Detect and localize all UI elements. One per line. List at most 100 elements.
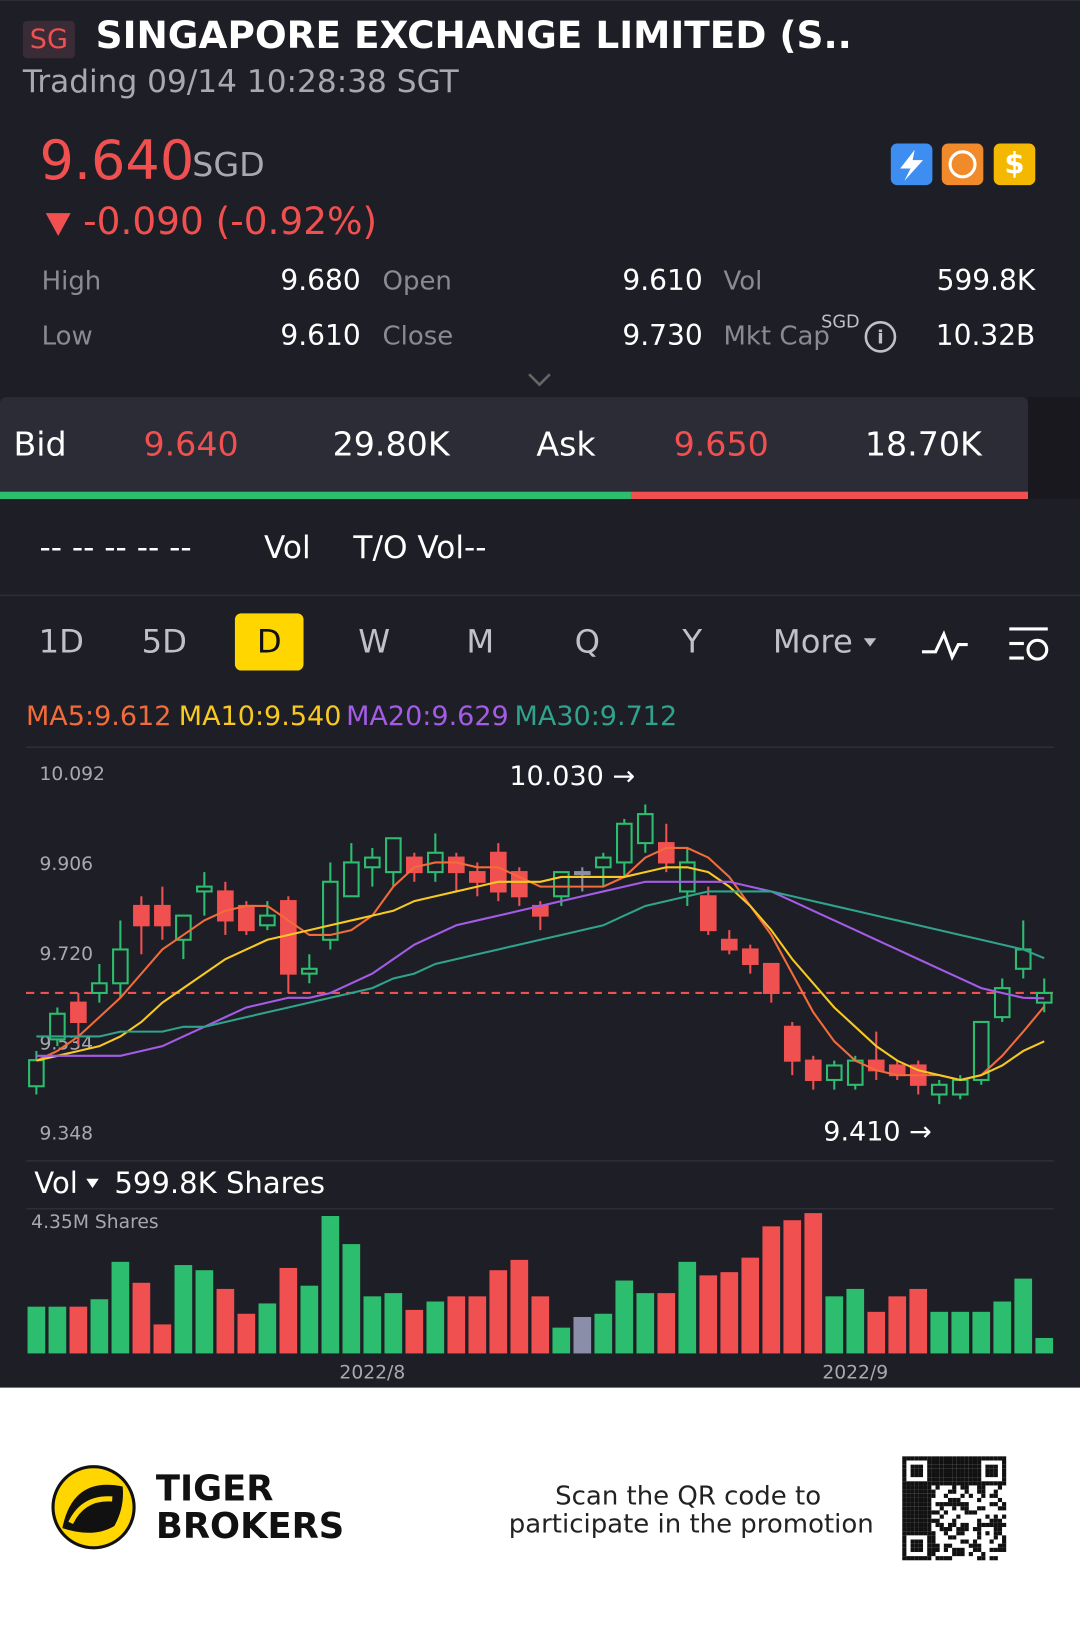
qr-module [902,1551,907,1557]
tab[interactable]: 1D [39,622,84,660]
indicator-icon[interactable] [922,630,968,661]
candle-body [846,1059,864,1086]
stat-label: Mkt Cap [723,321,829,351]
volume-bar [384,1293,403,1354]
volume-title: Vol [34,1166,78,1200]
market-badge [22,20,75,59]
qr-module [952,1477,957,1482]
candle-body [699,895,717,932]
volume-bar [930,1311,949,1354]
volume-bar [573,1316,592,1354]
qr-module [947,1456,953,1461]
volume-bar [741,1257,760,1354]
candle-body [133,904,150,927]
qr-module [993,1472,998,1478]
qr-module [952,1489,957,1494]
divider [0,594,1080,597]
qr-module [914,1493,919,1498]
qr-code[interactable] [902,1456,1007,1561]
volume-bar [552,1327,571,1354]
dropdown-arrow[interactable] [86,1178,99,1189]
qr-module [977,1522,982,1528]
volume-bar [720,1272,739,1354]
qr-module [931,1460,936,1465]
qr-module [947,1502,953,1507]
qr-module [985,1481,990,1486]
candle-body [406,856,423,874]
settings-icon[interactable] [1009,627,1049,661]
qr-module [977,1543,982,1548]
qr-module [935,1460,940,1465]
divider [25,746,1055,748]
qr-module [906,1506,911,1511]
bid-size: 29.80K [333,424,451,463]
logo-stripe [68,1496,113,1525]
qr-module [993,1464,998,1469]
expand-chevron[interactable] [528,373,551,387]
bid-depth [0,491,631,500]
stat-unit: SGD [821,312,860,332]
qr-module [918,1464,924,1469]
icon-glyph [900,149,924,181]
info-glyph: i [877,327,883,348]
qr-module [993,1481,998,1486]
qr-module [914,1527,919,1532]
volume-bar [300,1285,319,1354]
qr-module [918,1481,924,1486]
qr-module [918,1514,924,1519]
volume-bar [867,1311,886,1354]
qr-module [956,1477,961,1482]
qr-module [977,1556,982,1561]
volume-bar [531,1296,550,1354]
qr-module [902,1493,907,1498]
qr-module [985,1464,990,1469]
volume-bar [615,1280,634,1354]
tab[interactable]: 5D [142,622,187,660]
qr-module [952,1485,957,1490]
icon-chart[interactable] [941,143,984,186]
qr-module [923,1522,928,1528]
qr-module [943,1472,948,1478]
qr-module [918,1522,924,1528]
qr-module [1002,1472,1007,1478]
candle-body [259,914,276,927]
qr-module [918,1468,924,1473]
qr-module [902,1472,907,1478]
qr-module [939,1472,944,1478]
qr-module [914,1531,919,1536]
qr-module [1002,1514,1007,1519]
qr-module [977,1531,982,1536]
qr-module [989,1522,994,1528]
qr-module [989,1468,994,1473]
qr-module [977,1489,982,1494]
qr-module [902,1535,907,1540]
qr-module [910,1502,915,1507]
qr-module [981,1481,986,1486]
qr-module [947,1472,953,1478]
tab[interactable]: Q [575,622,600,660]
volume-bar [783,1220,802,1354]
volume-bar [405,1309,424,1354]
volume-bar [678,1261,697,1354]
volume-bar [951,1311,970,1354]
x-tick-label: 2022/8 [339,1363,405,1384]
qr-module [1002,1539,1007,1544]
qr-module [939,1556,944,1561]
tab[interactable]: Y [681,622,702,660]
tab[interactable]: W [358,622,390,660]
tab[interactable]: D [257,622,282,660]
qr-module [968,1472,973,1478]
tab[interactable]: More [773,622,853,660]
qr-module [989,1539,994,1544]
ask-depth [630,491,1029,500]
tab[interactable]: M [466,622,494,660]
volume-bar [321,1216,340,1354]
qr-module [923,1510,928,1515]
qr-module [964,1464,969,1469]
qr-module [902,1522,907,1528]
info-icon[interactable] [864,320,897,353]
icon-dollar[interactable] [993,143,1036,186]
volume-bar [48,1306,67,1354]
qr-module [972,1456,978,1461]
qr-module [956,1472,961,1478]
